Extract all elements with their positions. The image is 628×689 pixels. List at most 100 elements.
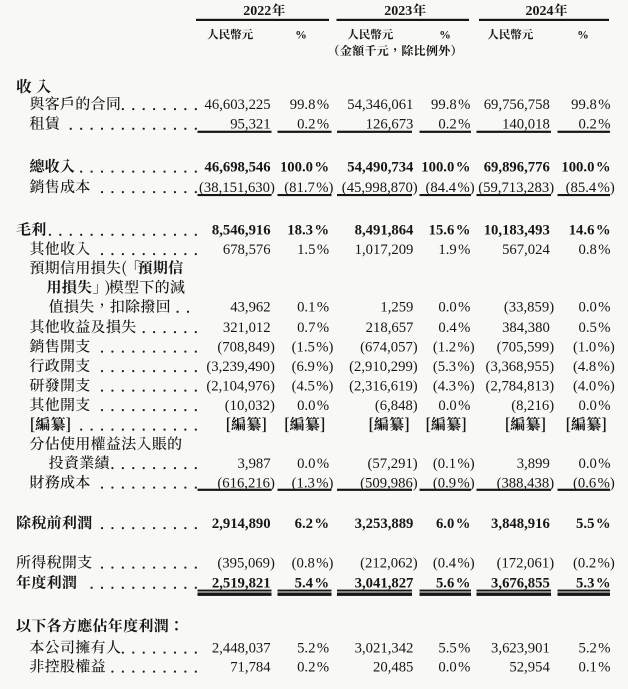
svg-text:0.0%: 0.0% xyxy=(578,398,610,414)
svg-text:5.2%: 5.2% xyxy=(578,641,610,657)
svg-text:(616,216): (616,216) xyxy=(217,476,275,492)
svg-text:678,576: 678,576 xyxy=(223,242,271,258)
svg-text:1.5%: 1.5% xyxy=(297,242,329,258)
svg-text:0.4%: 0.4% xyxy=(438,320,470,336)
svg-text:0.0%: 0.0% xyxy=(438,300,470,316)
svg-text:3,899: 3,899 xyxy=(517,456,550,472)
svg-text:(10,032): (10,032) xyxy=(225,398,275,414)
svg-text:69,896,776: 69,896,776 xyxy=(484,160,550,176)
svg-text:(45,998,870): (45,998,870) xyxy=(342,180,418,196)
svg-text:(2,784,813): (2,784,813) xyxy=(486,379,555,395)
svg-text:(1.2%): (1.2%) xyxy=(433,340,475,356)
svg-text:%: % xyxy=(439,29,451,41)
svg-text:(4.8%): (4.8%) xyxy=(573,359,615,375)
svg-text:(2,104,976): (2,104,976) xyxy=(206,379,275,395)
svg-text:5.6%: 5.6% xyxy=(436,576,470,592)
svg-text:(57,291): (57,291) xyxy=(368,456,418,472)
svg-text:3,848,916: 3,848,916 xyxy=(491,516,550,532)
svg-text:2,914,890: 2,914,890 xyxy=(212,516,271,532)
svg-text:(674,057): (674,057) xyxy=(360,340,418,356)
svg-text:(708,849): (708,849) xyxy=(217,340,275,356)
svg-text:5.5%: 5.5% xyxy=(438,641,470,657)
svg-text:(388,438): (388,438) xyxy=(497,476,555,492)
svg-text:0.0%: 0.0% xyxy=(438,660,470,676)
svg-text:140,018: 140,018 xyxy=(502,117,550,133)
svg-text:(38,151,630): (38,151,630) xyxy=(199,180,275,196)
svg-text:95,321: 95,321 xyxy=(230,117,270,133)
svg-text:126,673: 126,673 xyxy=(366,117,414,133)
svg-text:3,253,889: 3,253,889 xyxy=(355,516,414,532)
svg-text:(6,848): (6,848) xyxy=(375,398,418,414)
svg-text:(0.6%): (0.6%) xyxy=(573,476,615,492)
svg-text:(395,069): (395,069) xyxy=(217,556,275,572)
svg-text:3,676,855: 3,676,855 xyxy=(491,576,550,592)
svg-text:0.0%: 0.0% xyxy=(438,398,470,414)
svg-text:71,784: 71,784 xyxy=(230,660,271,676)
svg-text:218,657: 218,657 xyxy=(366,320,414,336)
svg-text:5.2%: 5.2% xyxy=(297,641,329,657)
svg-text:20,485: 20,485 xyxy=(373,660,413,676)
svg-text:(0.2%): (0.2%) xyxy=(573,556,615,572)
svg-text:1.9%: 1.9% xyxy=(438,242,470,258)
svg-text:(0.4%): (0.4%) xyxy=(433,556,475,572)
svg-text:15.6%: 15.6% xyxy=(429,223,471,239)
svg-text:(4.0%): (4.0%) xyxy=(573,379,615,395)
svg-text:18.3%: 18.3% xyxy=(287,223,329,239)
svg-text:(0.8%): (0.8%) xyxy=(292,556,334,572)
svg-text:0.2%: 0.2% xyxy=(578,117,610,133)
svg-text:2022: 2022 xyxy=(243,4,271,19)
svg-text:%: % xyxy=(577,29,589,41)
svg-text:69,756,758: 69,756,758 xyxy=(484,97,550,113)
svg-text:99.8%: 99.8% xyxy=(571,97,610,113)
svg-text:(84.4%): (84.4%) xyxy=(426,180,475,196)
svg-text:(59,713,283): (59,713,283) xyxy=(478,180,554,196)
svg-text:0.0%: 0.0% xyxy=(578,300,610,316)
svg-text:(172,061): (172,061) xyxy=(497,556,555,572)
svg-text:0.0%: 0.0% xyxy=(297,398,329,414)
svg-text:54,346,061: 54,346,061 xyxy=(347,97,413,113)
svg-text:0.7%: 0.7% xyxy=(297,320,329,336)
svg-text:(6.9%): (6.9%) xyxy=(292,359,334,375)
svg-text:10,183,493: 10,183,493 xyxy=(484,223,550,239)
svg-text:99.8%: 99.8% xyxy=(290,97,329,113)
svg-text:2024: 2024 xyxy=(526,4,554,19)
svg-text:(4.3%): (4.3%) xyxy=(433,379,475,395)
svg-text:54,490,734: 54,490,734 xyxy=(347,160,414,176)
svg-text:100.0%: 100.0% xyxy=(421,160,470,176)
svg-text:(1.3%): (1.3%) xyxy=(292,476,334,492)
svg-text:46,603,225: 46,603,225 xyxy=(205,97,271,113)
svg-text:5.4%: 5.4% xyxy=(295,576,329,592)
svg-text:0.5%: 0.5% xyxy=(578,320,610,336)
svg-text:6.2%: 6.2% xyxy=(295,516,329,532)
svg-text:(3,368,955): (3,368,955) xyxy=(486,359,555,375)
svg-text:99.8%: 99.8% xyxy=(431,97,470,113)
svg-text:(3,239,490): (3,239,490) xyxy=(206,359,275,375)
svg-text:0.2%: 0.2% xyxy=(297,117,329,133)
svg-text:3,623,901: 3,623,901 xyxy=(491,641,550,657)
svg-text:100.0%: 100.0% xyxy=(561,160,610,176)
svg-text:567,024: 567,024 xyxy=(502,242,550,258)
svg-text:0.1%: 0.1% xyxy=(297,300,329,316)
svg-text:2023: 2023 xyxy=(384,4,412,19)
svg-text:1,259: 1,259 xyxy=(380,300,413,316)
svg-text:8,491,864: 8,491,864 xyxy=(355,223,414,239)
svg-text:(4.5%): (4.5%) xyxy=(292,379,334,395)
svg-text:(2,910,299): (2,910,299) xyxy=(349,359,418,375)
svg-text:0.2%: 0.2% xyxy=(438,117,470,133)
svg-text:(0.1%): (0.1%) xyxy=(433,456,475,472)
svg-text:0.0%: 0.0% xyxy=(297,456,329,472)
svg-text:3,021,342: 3,021,342 xyxy=(355,641,414,657)
svg-text:46,698,546: 46,698,546 xyxy=(205,160,271,176)
svg-text:(85.4%): (85.4%) xyxy=(566,180,615,196)
svg-text:1,017,209: 1,017,209 xyxy=(355,242,414,258)
svg-text:(1.0%): (1.0%) xyxy=(573,340,615,356)
svg-text:(212,062): (212,062) xyxy=(360,556,418,572)
svg-text:0.1%: 0.1% xyxy=(578,660,610,676)
svg-text:6.0%: 6.0% xyxy=(436,516,470,532)
svg-text:321,012: 321,012 xyxy=(223,320,271,336)
svg-text:3,987: 3,987 xyxy=(238,456,271,472)
svg-text:(2,316,619): (2,316,619) xyxy=(349,379,418,395)
svg-text:5.3%: 5.3% xyxy=(576,576,610,592)
svg-text:(705,599): (705,599) xyxy=(497,340,555,356)
svg-text:0.0%: 0.0% xyxy=(578,456,610,472)
